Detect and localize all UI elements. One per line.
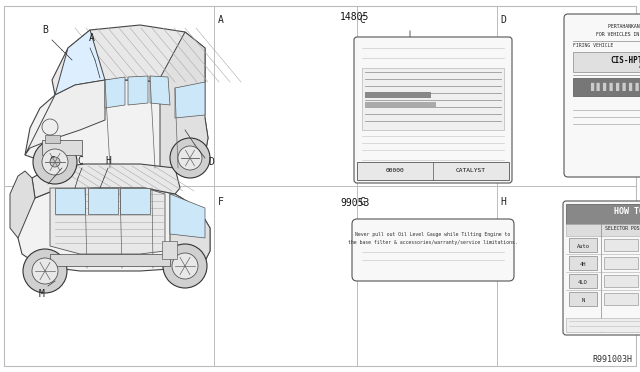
Text: PERTAHANKAN NISSAN XTERRA-JAPANESE VERSION: PERTAHANKAN NISSAN XTERRA-JAPANESE VERSI… [607,24,640,29]
Circle shape [50,157,60,167]
Bar [50,254,170,266]
Polygon shape [88,188,118,214]
Bar [604,239,638,251]
FancyBboxPatch shape [354,37,512,183]
Polygon shape [25,80,105,155]
Circle shape [42,149,68,175]
Bar [604,293,638,305]
Text: G: G [359,197,365,207]
Text: 14805: 14805 [340,12,369,22]
Bar [357,162,509,180]
Bar [569,292,597,306]
Circle shape [178,146,202,170]
Bar [566,318,640,332]
FancyBboxPatch shape [352,219,514,281]
Polygon shape [160,32,208,168]
Circle shape [172,253,198,279]
Bar [162,241,177,259]
Polygon shape [120,188,150,214]
Polygon shape [175,82,205,118]
Text: ▌▌▌▌▌▌▌▌▌▌▌▌▌▌▌▌▌▌▌▌▌▌▌▌: ▌▌▌▌▌▌▌▌▌▌▌▌▌▌▌▌▌▌▌▌▌▌▌▌ [590,82,640,91]
Polygon shape [55,30,105,95]
Polygon shape [55,188,85,214]
Polygon shape [10,171,35,238]
Text: F: F [218,197,224,207]
Bar [569,256,597,270]
Text: 00000: 00000 [386,169,404,173]
Circle shape [170,138,210,178]
Bar [365,102,436,107]
Bar [362,68,504,130]
Polygon shape [25,80,208,168]
Text: D: D [500,15,506,25]
Text: A: A [218,15,224,25]
Bar [573,52,640,72]
Text: B: B [42,25,48,35]
Text: M: M [39,289,45,299]
Circle shape [42,119,58,135]
Bar [573,78,640,96]
Text: 4H: 4H [580,263,586,267]
Text: FOR VEHICLES IN THIS ANALYSIS - LOS VEHICULOS PARA: FOR VEHICLES IN THIS ANALYSIS - LOS VEHI… [596,32,640,37]
Bar [365,92,431,98]
Bar [45,135,60,143]
Text: D: D [208,157,214,167]
Text: G: G [49,156,55,166]
FancyBboxPatch shape [564,14,640,177]
Text: 99053: 99053 [340,198,369,208]
Polygon shape [52,25,205,95]
Text: FIRING VEHICLE: FIRING VEHICLE [573,43,613,48]
Circle shape [32,258,58,284]
Text: Auto: Auto [577,244,589,250]
Polygon shape [18,188,210,271]
Text: H: H [500,197,506,207]
Text: Never pull out Oil Level Gauge while Tilting Engine to: Never pull out Oil Level Gauge while Til… [355,232,511,237]
Circle shape [163,244,207,288]
Text: R991003H: R991003H [592,355,632,364]
Bar [604,257,638,269]
Text: SELECTOR POSITION    INDICATION   CONDITION: SELECTOR POSITION INDICATION CONDITION [605,226,640,231]
Polygon shape [150,76,170,105]
Polygon shape [170,194,205,238]
Text: N: N [581,298,584,304]
Bar [604,275,638,287]
Polygon shape [105,77,125,108]
Bar [569,274,597,288]
Text: the base filter & accessories/warranty/service limitations.: the base filter & accessories/warranty/s… [348,240,518,245]
Text: CATALYST: CATALYST [456,169,486,173]
Text: HOW TO USE 4WD SYSTEM: HOW TO USE 4WD SYSTEM [614,207,640,216]
Circle shape [23,249,67,293]
Text: ANNO 20MS      INC: ANNO 20MS INC [639,64,640,69]
Polygon shape [128,76,148,105]
Bar [566,224,640,236]
Text: 4LO: 4LO [578,280,588,285]
Text: CIS-HPTP-MULTI-VENTURE-BI: CIS-HPTP-MULTI-VENTURE-BI [610,56,640,65]
Polygon shape [32,164,180,198]
Polygon shape [50,188,165,254]
Text: C: C [77,156,83,166]
Text: A: A [89,33,95,43]
Bar [566,204,640,224]
Polygon shape [170,194,210,268]
Bar [42,140,82,155]
Text: C: C [359,15,365,25]
Circle shape [33,140,77,184]
FancyBboxPatch shape [563,201,640,335]
Text: H: H [105,156,111,166]
Bar [569,238,597,252]
